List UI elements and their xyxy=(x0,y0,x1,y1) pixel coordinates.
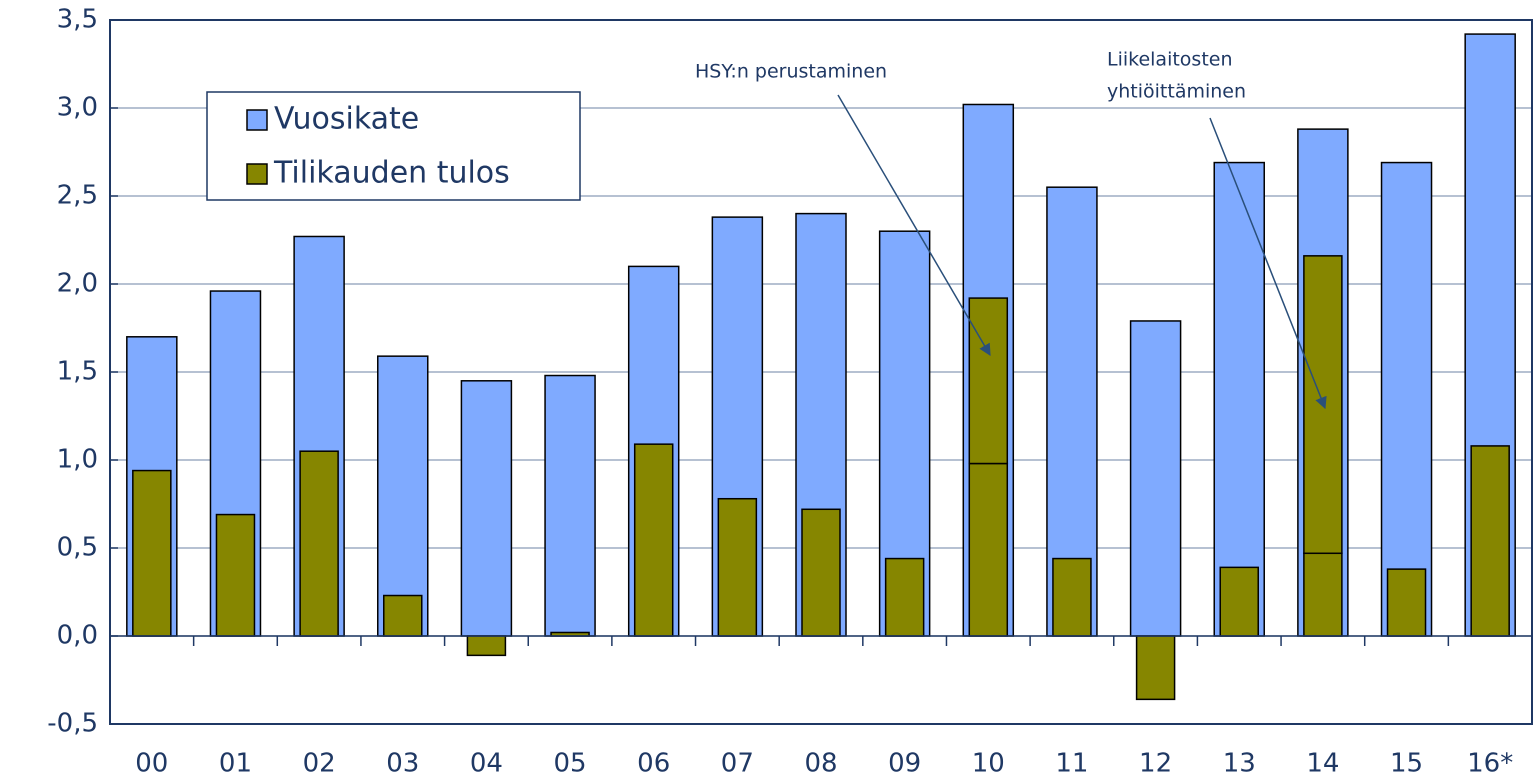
x-tick-label: 06 xyxy=(637,749,670,778)
x-tick-label: 04 xyxy=(470,749,503,778)
annotation: HSY:n perustaminen xyxy=(695,61,887,83)
bar xyxy=(132,469,172,637)
y-tick-label: 2,0 xyxy=(57,269,98,299)
legend-swatch xyxy=(246,109,268,131)
x-tick-label: 03 xyxy=(386,749,419,778)
bar xyxy=(1386,568,1427,637)
x-tick-label: 14 xyxy=(1306,749,1339,778)
annotation: yhtiöittäminen xyxy=(1107,81,1246,103)
x-tick-label: 00 xyxy=(135,749,168,778)
bar xyxy=(1470,445,1510,637)
annotation-arrow xyxy=(837,94,991,357)
bar xyxy=(968,462,1009,637)
bar xyxy=(633,443,674,637)
y-tick-label: -0,5 xyxy=(47,709,98,739)
bar xyxy=(1135,635,1176,701)
legend-label: Tilikauden tulos xyxy=(273,156,510,191)
x-tick-label: 13 xyxy=(1223,749,1256,778)
bar xyxy=(544,374,596,637)
x-tick-label: 12 xyxy=(1139,749,1172,778)
legend-box xyxy=(206,91,581,201)
bar xyxy=(1129,320,1182,637)
bar xyxy=(1219,566,1259,637)
x-tick-label: 08 xyxy=(804,749,837,778)
annotation: Liikelaitosten xyxy=(1107,49,1233,71)
bar xyxy=(377,355,429,637)
bar xyxy=(383,594,423,637)
axes: -0,5 0,0 0,5 1,0 1,5 2,0 2,5 3,0 3,5 00 01 02 03 04 05… xyxy=(47,5,1533,778)
bar xyxy=(801,508,841,637)
x-tick-label: 05 xyxy=(554,749,587,778)
y-tick-label: 0,0 xyxy=(57,621,98,651)
x-tick-label: 15 xyxy=(1390,749,1423,778)
legend: Vuosikate Tilikauden tulos xyxy=(246,102,510,191)
bar xyxy=(299,450,339,637)
x-tick-label: 11 xyxy=(1055,749,1088,778)
bar xyxy=(968,297,1009,465)
x-tick-label: 09 xyxy=(888,749,921,778)
y-tick-label: 1,0 xyxy=(57,445,98,475)
bar xyxy=(1303,552,1343,637)
bar xyxy=(717,497,758,637)
legend-swatch xyxy=(246,163,268,185)
plot-frame xyxy=(109,19,1533,725)
y-tick-label: 2,5 xyxy=(57,181,98,211)
bar xyxy=(215,513,256,637)
y-tick-label: 3,0 xyxy=(57,93,98,123)
y-tick-label: 3,5 xyxy=(57,5,98,35)
bar xyxy=(1052,557,1092,637)
x-tick-label: 16* xyxy=(1467,749,1513,778)
bar xyxy=(1380,161,1433,637)
y-tick-label: 1,5 xyxy=(57,357,98,387)
y-tick-label: 0,5 xyxy=(57,533,98,563)
bar xyxy=(1213,161,1265,637)
annotation-arrow xyxy=(1209,117,1327,410)
bar xyxy=(884,557,925,637)
bar xyxy=(466,635,507,657)
x-tick-label: 02 xyxy=(303,749,336,778)
x-tick-label: 07 xyxy=(721,749,754,778)
bar xyxy=(460,380,513,637)
x-tick-label: 10 xyxy=(972,749,1005,778)
x-tick-label: 01 xyxy=(219,749,252,778)
legend-label: Vuosikate xyxy=(274,102,419,137)
